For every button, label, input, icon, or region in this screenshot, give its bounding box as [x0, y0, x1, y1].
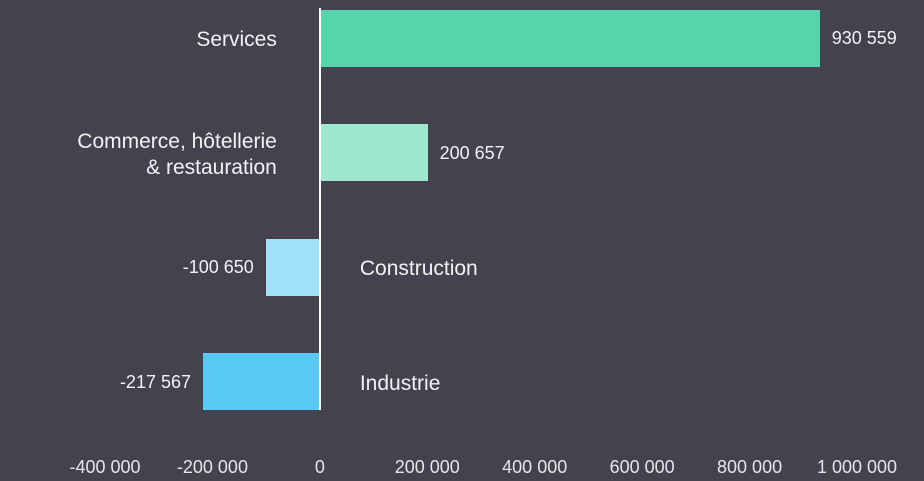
bar	[319, 124, 428, 181]
x-tick-label: 0	[314, 457, 325, 477]
bar	[319, 9, 820, 67]
value-label: -100 650	[182, 257, 254, 277]
category-label: Construction	[359, 257, 478, 280]
x-tick-label: -200 000	[176, 457, 248, 477]
value-label: -217 567	[119, 371, 191, 392]
x-tick-label: 600 000	[609, 457, 675, 477]
value-label: 930 559	[831, 28, 897, 48]
x-tick-label: 400 000	[502, 457, 568, 477]
bar	[265, 238, 320, 296]
x-tick-label: 800 000	[717, 457, 783, 477]
x-tick-label: 1 000 000	[816, 457, 898, 477]
value-label: 200 657	[439, 142, 505, 163]
x-tick-label: -400 000	[69, 457, 141, 477]
axis-line	[318, 8, 321, 410]
bar	[202, 353, 320, 410]
category-label: Commerce, hôtellerie & restauration	[77, 129, 277, 179]
category-label: Services	[196, 28, 277, 51]
category-label: Industrie	[359, 371, 441, 395]
x-tick-label: 200 000	[394, 457, 460, 477]
